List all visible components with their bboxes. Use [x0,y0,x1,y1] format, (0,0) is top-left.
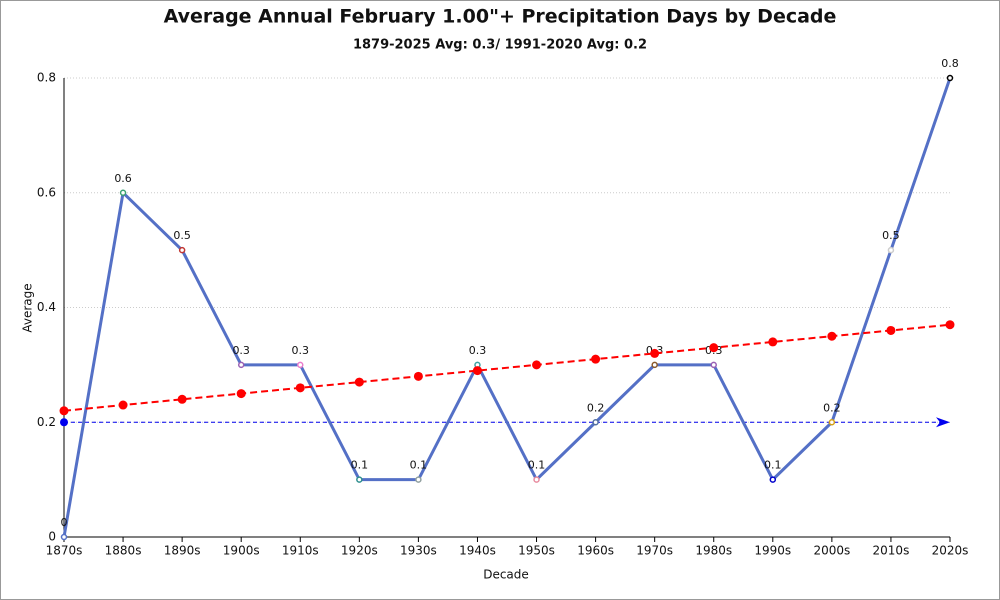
y-tick-label: 0.6 [37,185,56,199]
point [60,533,68,541]
x-tick-label: 1930s [400,544,437,558]
trend-point [472,366,482,376]
x-tick-label: 1970s [636,544,673,558]
point [178,246,186,254]
trend-point [532,360,542,370]
point [769,476,777,483]
x-tick-label: 1980s [695,544,732,558]
trend-point [945,320,955,330]
trend-point [236,389,246,399]
trend-point [177,394,187,404]
point [533,476,540,483]
data-label: 0.3 [232,344,250,357]
data-label: 0.6 [114,172,132,185]
data-label: 0.5 [882,229,900,242]
y-axis-label: Average [21,283,35,332]
point [415,476,422,483]
data-label: 0.5 [173,229,191,242]
x-tick-label: 1920s [341,544,378,558]
trend-point [709,343,719,353]
point [710,361,717,369]
x-tick-label: 2020s [932,544,969,558]
x-tick-label: 1900s [223,544,260,558]
trend-point [59,406,69,416]
x-tick-label: 1940s [459,544,496,558]
data-label: 0 [61,516,68,529]
average-start [60,418,68,427]
trend-point [827,331,837,341]
data-label: 0.3 [469,344,487,357]
trend-point [886,325,896,335]
data-label: 0.1 [351,459,369,472]
x-tick-label: 2000s [813,544,850,558]
x-tick-label: 1880s [105,544,142,558]
trend-point [650,348,660,358]
trend-point [295,383,305,393]
x-tick-label: 1910s [282,544,319,558]
x-tick-label: 1960s [577,544,614,558]
y-tick-label: 0.4 [37,300,56,314]
trend-point [354,377,364,387]
x-tick-label: 2010s [873,544,910,558]
point [119,189,127,196]
data-label: 0.8 [941,57,959,70]
data-label: 0.2 [823,401,841,414]
x-tick-label: 1890s [164,544,201,558]
x-tick-label: 1950s [518,544,555,558]
chart-title: Average Annual February 1.00"+ Precipita… [164,6,837,28]
trend-line [63,323,951,412]
point [356,476,363,483]
data-label: 0.1 [764,459,782,472]
data-label: 0.2 [587,401,605,414]
data-label: 0.1 [528,459,546,472]
x-tick-label: 1990s [754,544,791,558]
trend-point [768,337,778,347]
trend-point [413,371,423,381]
point [946,74,954,82]
average-arrow [936,417,950,428]
y-tick-label: 0.2 [37,415,56,429]
data-label: 0.3 [292,344,310,357]
y-tick-label: 0.8 [37,71,56,85]
point [828,419,836,426]
trend-point [118,400,128,410]
x-tick-label: 1870s [46,544,83,558]
chart-subtitle: 1879-2025 Avg: 0.3/ 1991-2020 Avg: 0.2 [353,38,647,53]
point [651,361,658,369]
trend-point [591,354,601,364]
point [237,361,245,369]
data-label: 0.1 [410,459,428,472]
point [592,419,599,426]
point [297,361,304,369]
data-line [62,77,952,538]
x-axis-label: Decade [483,568,529,582]
y-tick-label: 0 [48,530,56,544]
point [887,246,895,254]
